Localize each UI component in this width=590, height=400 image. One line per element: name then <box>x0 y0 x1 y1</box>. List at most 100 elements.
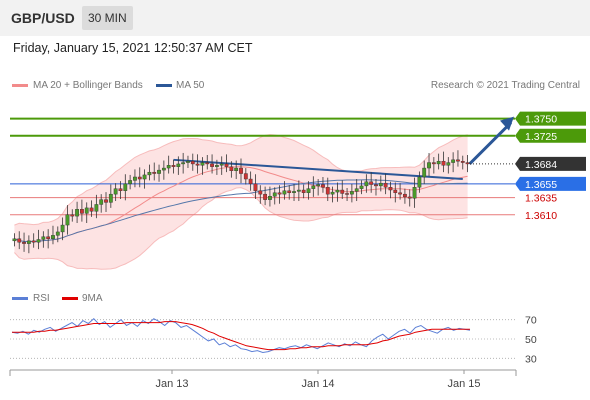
candle <box>46 229 51 249</box>
candle-up <box>94 204 99 212</box>
candle <box>340 180 345 199</box>
current-price-label: 1.3684 <box>515 156 586 171</box>
candle-down <box>248 178 253 185</box>
candle-up <box>75 209 79 217</box>
current-price-label-text: 1.3684 <box>525 159 557 171</box>
candle <box>446 157 451 174</box>
bollinger-upper <box>14 134 468 226</box>
candle-down <box>374 184 378 187</box>
candle <box>330 186 335 203</box>
price-label-1.3750-text: 1.3750 <box>525 114 557 126</box>
candle <box>345 187 349 202</box>
candle-down <box>205 162 210 165</box>
candle-up <box>123 183 128 191</box>
rsi-tick-70: 70 <box>525 315 537 327</box>
x-label-2: Jan 15 <box>447 378 480 390</box>
candle <box>147 164 152 181</box>
rsi-panel: 70 50 30 <box>10 315 537 365</box>
candle <box>441 151 446 173</box>
candle-up <box>378 182 383 187</box>
price-labels: 1.3750 1.3725 1.3655 1.3635 1.3610 1.3684 <box>515 111 586 222</box>
candle-up <box>55 231 60 236</box>
candle-up <box>147 171 152 176</box>
candle <box>200 157 205 175</box>
candle <box>128 174 133 190</box>
rsi-legend-label: RSI <box>33 293 50 304</box>
candle-down <box>190 160 195 165</box>
candle <box>75 201 79 223</box>
candle-down <box>383 182 388 188</box>
candle <box>152 162 157 181</box>
candle-up <box>161 167 166 171</box>
candle-down <box>456 159 460 162</box>
price-label-1.3725: 1.3725 <box>515 128 586 143</box>
candle <box>190 153 195 171</box>
price-label-1.3725-bg <box>515 128 586 143</box>
candle <box>181 152 186 174</box>
price-label-1.3635-text: 1.3635 <box>525 193 557 205</box>
candle <box>403 188 407 204</box>
candle <box>456 150 460 167</box>
candle-down <box>253 183 258 191</box>
candle <box>31 233 36 248</box>
candle <box>36 229 41 250</box>
candle-down <box>224 163 229 167</box>
candle-down <box>210 163 214 167</box>
ma9-swatch <box>62 297 78 300</box>
candle-down <box>118 188 123 191</box>
candle-down <box>171 165 176 167</box>
x-axis: Jan 13 Jan 14 Jan 15 <box>9 369 517 390</box>
candle-down <box>277 192 282 195</box>
candle <box>398 183 402 200</box>
candle-down <box>441 160 446 166</box>
candle <box>65 205 70 235</box>
candle-up <box>60 224 65 233</box>
candle-up <box>186 160 190 163</box>
timestamp: Friday, January 15, 2021 12:50:37 AM CET <box>13 41 253 55</box>
candle <box>171 159 176 174</box>
candle <box>17 231 22 250</box>
candle <box>51 225 55 245</box>
candle <box>108 184 113 208</box>
candle-up <box>142 174 147 180</box>
candle <box>84 202 89 223</box>
candle-down <box>388 187 393 191</box>
candle-up <box>41 236 46 240</box>
ma20-swatch <box>12 84 28 87</box>
candle <box>94 194 99 219</box>
candle <box>412 177 417 208</box>
candle-up <box>412 187 417 199</box>
candle <box>41 231 46 248</box>
candle <box>113 183 118 202</box>
candle-up <box>311 185 316 189</box>
candle-up <box>214 165 219 167</box>
candle-up <box>26 240 31 244</box>
candle-down <box>345 193 349 195</box>
candle <box>186 155 190 169</box>
ma50-swatch <box>156 84 172 87</box>
candle-down <box>31 240 36 243</box>
candle <box>248 171 253 191</box>
price-label-1.3750: 1.3750 <box>515 111 586 126</box>
candle-up <box>36 239 41 243</box>
candle-up <box>133 176 137 181</box>
timeframe-button[interactable]: 30 MIN <box>82 6 133 30</box>
projection-arrow-head <box>500 116 514 131</box>
candle <box>325 177 330 202</box>
candle <box>282 181 287 200</box>
rsi-series-9MA <box>12 321 470 351</box>
current-price-label-bg <box>515 156 586 171</box>
ma9-legend-label: 9MA <box>82 293 103 304</box>
rsi-tick-50: 50 <box>525 334 537 346</box>
candle-down <box>104 199 108 203</box>
price-label-1.3655-text: 1.3655 <box>525 179 557 191</box>
x-label-1: Jan 14 <box>301 378 334 390</box>
candle <box>335 182 340 202</box>
copyright-text: Research © 2021 Trading Central <box>430 80 580 91</box>
candle-down <box>239 167 243 174</box>
candle-down <box>460 160 465 163</box>
candle <box>70 209 75 222</box>
price-label-1.3610-text: 1.3610 <box>525 210 557 222</box>
candle <box>210 154 214 174</box>
